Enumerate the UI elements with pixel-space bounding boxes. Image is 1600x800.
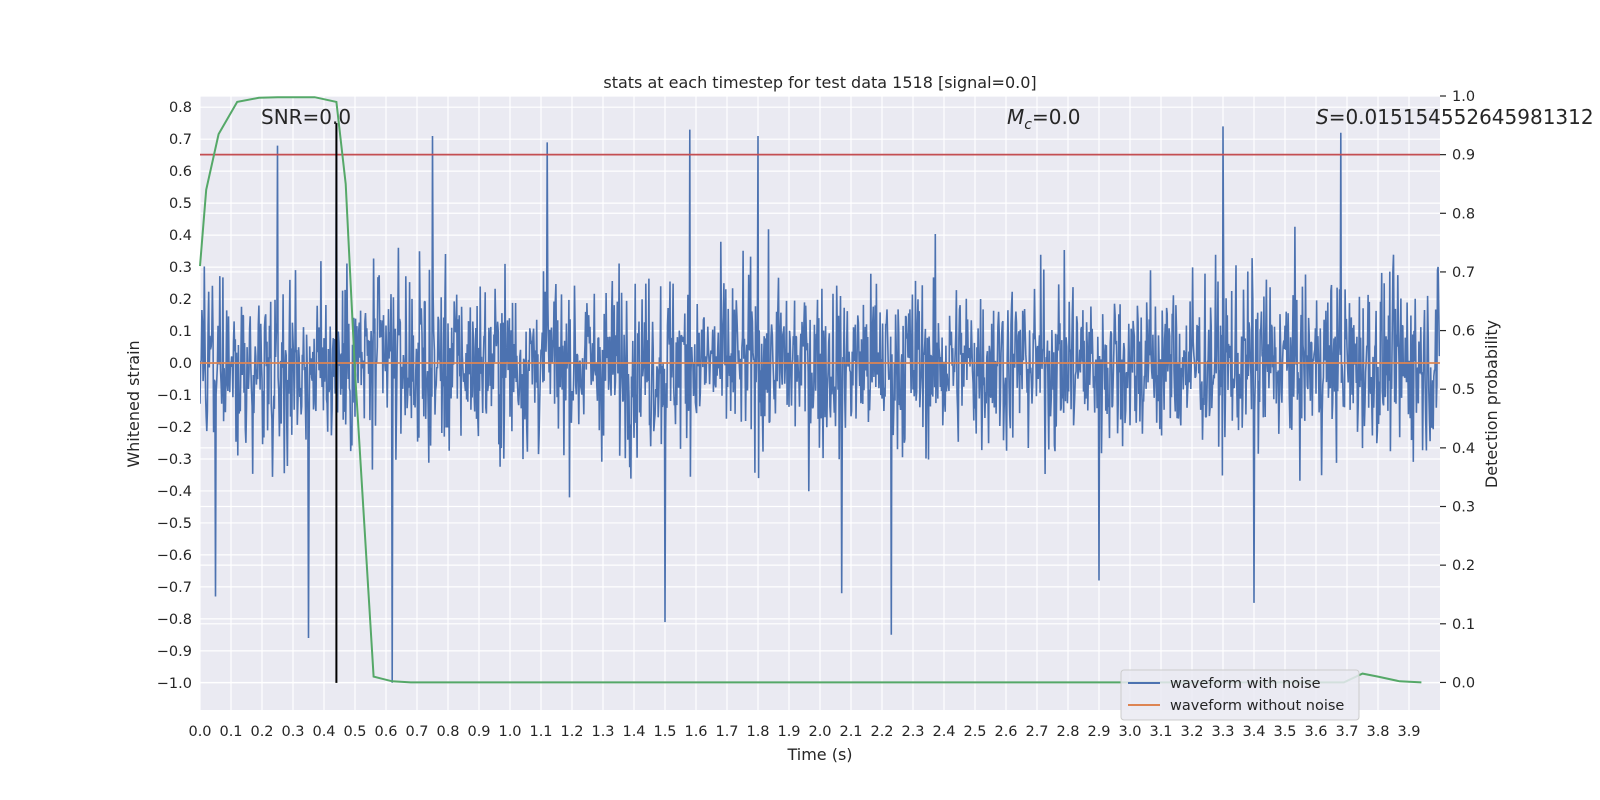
- y-right-axis-label: Detection probability: [1482, 320, 1501, 488]
- y-tick-label: 0.6: [169, 164, 192, 180]
- x-tick-label: 3.7: [1335, 724, 1358, 740]
- y-tick-label: −0.8: [157, 612, 192, 628]
- legend-label-noise: waveform with noise: [1170, 676, 1321, 692]
- y-right-tick-label: 0.4: [1452, 441, 1475, 457]
- x-tick-label: 1.5: [653, 724, 676, 740]
- x-tick-label: 2.1: [839, 724, 862, 740]
- y-tick-label: 0.3: [169, 260, 192, 276]
- y-right-tick-label: 0.2: [1452, 558, 1475, 574]
- x-tick-label: 0.9: [467, 724, 490, 740]
- x-axis-label: Time (s): [786, 745, 852, 764]
- x-tick-label: 0.4: [312, 724, 335, 740]
- y-tick-label: 0.0: [169, 356, 192, 372]
- x-tick-label: 1.3: [591, 724, 614, 740]
- noise-trace: [200, 123, 1440, 683]
- x-tick-label: 2.8: [1056, 724, 1079, 740]
- y-tick-label: 0.8: [169, 100, 192, 116]
- x-tick-label: 0.5: [343, 724, 366, 740]
- x-tick-label: 1.9: [777, 724, 800, 740]
- legend-box: [1120, 669, 1360, 721]
- x-tick-label: 2.4: [932, 724, 955, 740]
- y-axis-label: Whitened strain: [124, 340, 143, 467]
- y-right-tick-label: 0.3: [1452, 500, 1475, 516]
- x-tick-label: 3.2: [1180, 724, 1203, 740]
- x-tick-label: 1.0: [498, 724, 521, 740]
- y-right-tick-label: 0.6: [1452, 324, 1475, 340]
- x-tick-label: 1.6: [684, 724, 707, 740]
- x-tick-label: 3.8: [1366, 724, 1389, 740]
- y-tick-label: −0.4: [157, 484, 192, 500]
- y-right-tick-label: 0.0: [1452, 675, 1475, 691]
- y-tick-label: −0.9: [157, 644, 192, 660]
- x-tick-label: 2.0: [808, 724, 831, 740]
- snr-annotation: SNR=0.0: [261, 105, 351, 129]
- y-tick-label: 0.2: [169, 292, 192, 308]
- y-tick-label: 0.5: [169, 196, 192, 212]
- y-tick-label: −0.5: [157, 516, 192, 532]
- x-tick-label: 1.4: [622, 724, 645, 740]
- x-tick-label: 2.5: [963, 724, 986, 740]
- s-annotation: S=0.015154552645981312: [1316, 105, 1594, 129]
- x-tick-label: 1.1: [529, 724, 552, 740]
- y-tick-label: −0.6: [157, 548, 192, 564]
- x-tick-label: 2.6: [994, 724, 1017, 740]
- y-axis-ticks: 0.8 0.7 0.6 0.5 0.4 0.3 0.2 0.1 0.0 −0.1 −0.2 −0.3 −…: [157, 100, 192, 692]
- mc-annotation: Mc=0.0: [1007, 105, 1081, 133]
- y-tick-label: −0.2: [157, 420, 192, 436]
- y-tick-label: −0.7: [157, 580, 192, 596]
- x-tick-label: 2.2: [870, 724, 893, 740]
- x-tick-label: 3.3: [1211, 724, 1234, 740]
- chart-title: stats at each timestep for test data 151…: [603, 73, 1036, 92]
- x-tick-label: 2.3: [901, 724, 924, 740]
- x-tick-label: 1.2: [560, 724, 583, 740]
- legend-label-clean: waveform without noise: [1170, 698, 1344, 714]
- y-right-axis-ticks: 1.0 0.9 0.8 0.7 0.6 0.5 0.4 0.3 0.2 0.1 0.0: [1440, 89, 1475, 691]
- y-right-tick-label: 0.5: [1452, 382, 1475, 398]
- y-right-tick-label: 0.1: [1452, 617, 1475, 633]
- y-tick-label: 0.7: [169, 132, 192, 148]
- x-tick-label: 3.9: [1397, 724, 1420, 740]
- series-waveform-with-noise: [200, 123, 1440, 683]
- x-axis-ticks: 0.0 0.1 0.2 0.3 0.4 0.5 0.6 0.7 0.8 0.9 1.0 1.1 1.2 1…: [188, 724, 1420, 740]
- y-right-tick-label: 1.0: [1452, 89, 1475, 105]
- y-tick-label: −0.3: [157, 452, 192, 468]
- x-tick-label: 1.7: [715, 724, 738, 740]
- y-tick-label: −0.1: [157, 388, 192, 404]
- y-tick-label: 0.1: [169, 324, 192, 340]
- y-tick-label: 0.4: [169, 228, 192, 244]
- x-tick-label: 0.6: [374, 724, 397, 740]
- x-tick-label: 1.8: [746, 724, 769, 740]
- x-tick-label: 3.4: [1242, 724, 1265, 740]
- x-tick-label: 3.6: [1304, 724, 1327, 740]
- x-tick-label: 0.2: [250, 724, 273, 740]
- x-tick-label: 0.7: [405, 724, 428, 740]
- x-tick-label: 0.8: [436, 724, 459, 740]
- x-tick-label: 2.9: [1087, 724, 1110, 740]
- y-tick-label: −1.0: [157, 676, 192, 692]
- x-tick-label: 3.0: [1118, 724, 1141, 740]
- y-right-tick-label: 0.7: [1452, 265, 1475, 281]
- x-tick-label: 0.3: [281, 724, 304, 740]
- x-tick-label: 2.7: [1025, 724, 1048, 740]
- x-tick-label: 0.1: [219, 724, 242, 740]
- y-right-tick-label: 0.8: [1452, 206, 1475, 222]
- x-tick-label: 0.0: [188, 724, 211, 740]
- legend: waveform with noise waveform without noi…: [1120, 669, 1360, 721]
- y-right-tick-label: 0.9: [1452, 148, 1475, 164]
- x-tick-label: 3.1: [1149, 724, 1172, 740]
- x-tick-label: 3.5: [1273, 724, 1296, 740]
